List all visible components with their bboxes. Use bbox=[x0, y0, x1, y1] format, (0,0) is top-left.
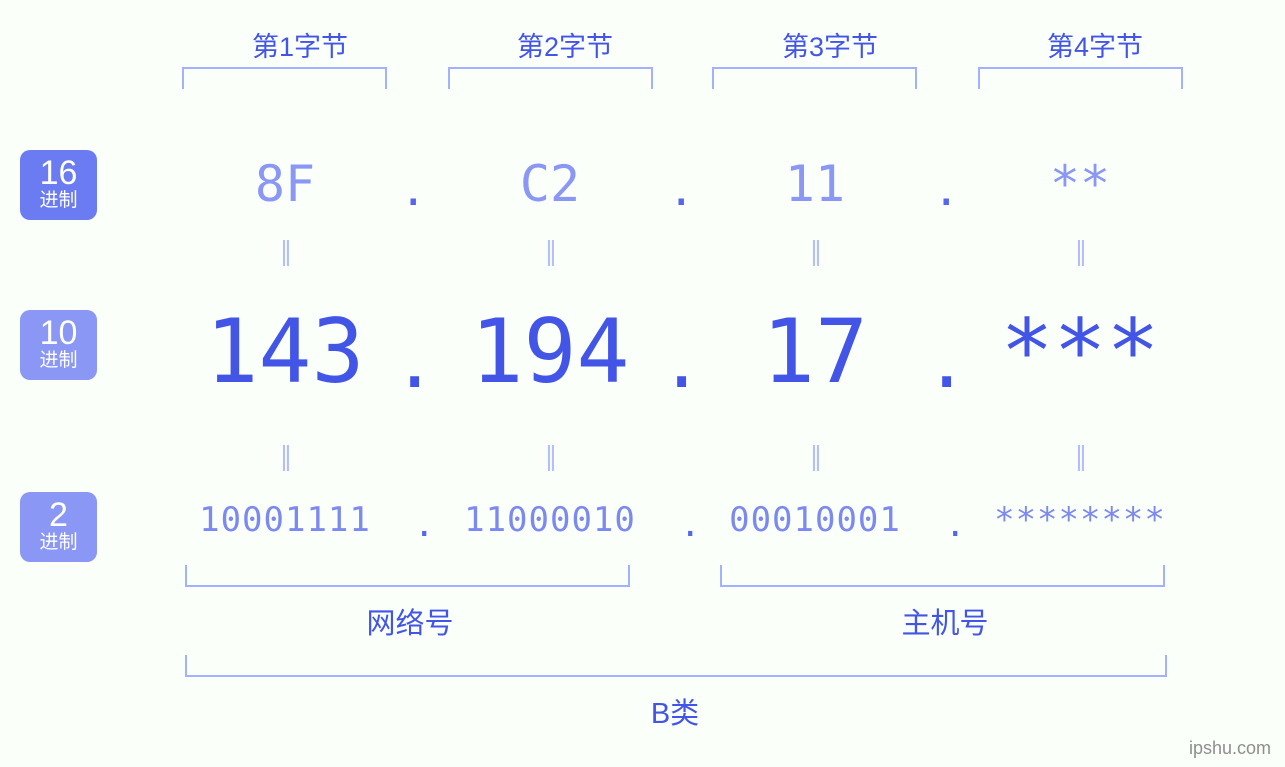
hex-byte-1: 8F bbox=[165, 155, 405, 213]
eq-1-2: ‖ bbox=[537, 233, 565, 275]
byte-header-4: 第4字节 bbox=[995, 25, 1195, 64]
host-label: 主机号 bbox=[895, 600, 995, 642]
radix-badge-hex: 16 进制 bbox=[20, 150, 97, 220]
hex-dot-3: . bbox=[933, 165, 957, 216]
top-bracket-2 bbox=[448, 67, 653, 89]
radix-hex-num: 16 bbox=[20, 156, 97, 190]
hex-dot-1: . bbox=[400, 165, 424, 216]
top-bracket-3 bbox=[712, 67, 917, 89]
top-bracket-1 bbox=[182, 67, 387, 89]
bin-byte-4: ******** bbox=[960, 500, 1200, 540]
radix-dec-label: 进制 bbox=[20, 350, 97, 372]
ip-diagram: 第1字节 第2字节 第3字节 第4字节 16 进制 10 进制 2 进制 8F … bbox=[0, 0, 1285, 767]
top-bracket-4 bbox=[978, 67, 1183, 89]
radix-dec-num: 10 bbox=[20, 316, 97, 350]
radix-bin-label: 进制 bbox=[20, 532, 97, 554]
bin-byte-2: 11000010 bbox=[430, 500, 670, 540]
dec-dot-1: . bbox=[393, 320, 423, 404]
eq-1-3: ‖ bbox=[802, 233, 830, 275]
eq-1-1: ‖ bbox=[272, 233, 300, 275]
eq-2-4: ‖ bbox=[1067, 438, 1095, 480]
byte-header-3: 第3字节 bbox=[730, 25, 930, 64]
dec-byte-3: 17 bbox=[695, 300, 935, 403]
watermark: ipshu.com bbox=[1189, 738, 1271, 759]
eq-2-3: ‖ bbox=[802, 438, 830, 480]
byte-header-1: 第1字节 bbox=[200, 25, 400, 64]
network-bracket bbox=[185, 565, 630, 587]
bin-byte-3: 00010001 bbox=[695, 500, 935, 540]
radix-badge-dec: 10 进制 bbox=[20, 310, 97, 380]
dec-byte-4: *** bbox=[960, 300, 1200, 403]
byte-header-2: 第2字节 bbox=[465, 25, 665, 64]
eq-2-1: ‖ bbox=[272, 438, 300, 480]
class-label: B类 bbox=[625, 690, 725, 732]
class-bracket bbox=[185, 655, 1167, 677]
eq-2-2: ‖ bbox=[537, 438, 565, 480]
hex-dot-2: . bbox=[668, 165, 692, 216]
radix-hex-label: 进制 bbox=[20, 190, 97, 212]
dec-dot-3: . bbox=[925, 320, 955, 404]
bin-byte-1: 10001111 bbox=[165, 500, 405, 540]
radix-badge-bin: 2 进制 bbox=[20, 492, 97, 562]
host-bracket bbox=[720, 565, 1165, 587]
hex-byte-4: ** bbox=[960, 155, 1200, 213]
dec-dot-2: . bbox=[660, 320, 690, 404]
dec-byte-2: 194 bbox=[430, 300, 670, 403]
network-label: 网络号 bbox=[360, 600, 460, 642]
dec-byte-1: 143 bbox=[165, 300, 405, 403]
hex-byte-3: 11 bbox=[695, 155, 935, 213]
radix-bin-num: 2 bbox=[20, 498, 97, 532]
hex-byte-2: C2 bbox=[430, 155, 670, 213]
eq-1-4: ‖ bbox=[1067, 233, 1095, 275]
